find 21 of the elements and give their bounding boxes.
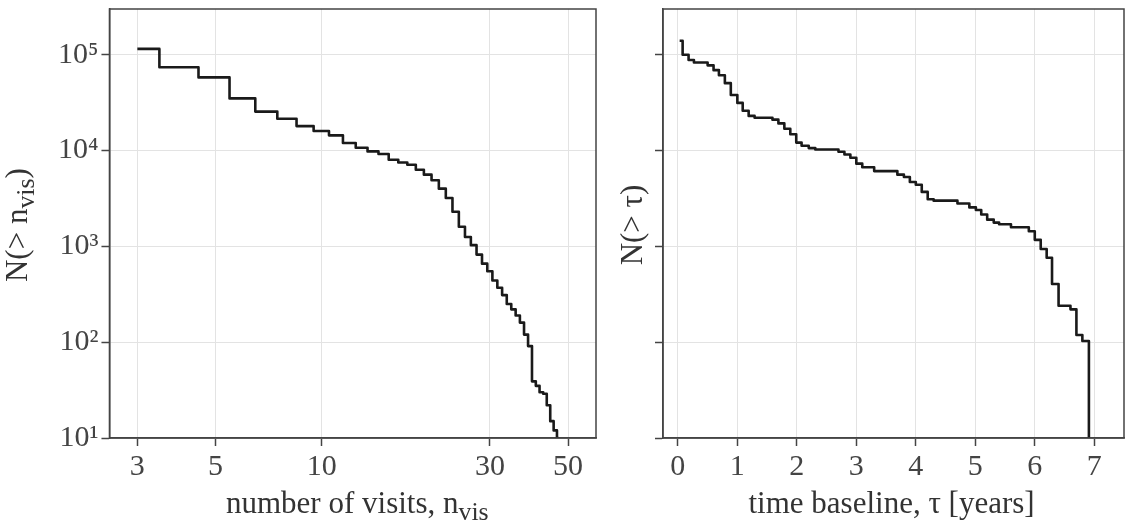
y-tick-label: 10² bbox=[59, 323, 99, 357]
x-tick-label: 1 bbox=[729, 447, 745, 481]
y-tick-label: 10⁴ bbox=[57, 131, 99, 165]
x-tick-label: 3 bbox=[848, 447, 864, 481]
x-tick-label: 5 bbox=[208, 447, 224, 481]
x-tick-label: 10 bbox=[306, 447, 337, 481]
y-tick-label: 10³ bbox=[59, 227, 99, 261]
x-tick-label: 4 bbox=[908, 447, 924, 481]
x-tick-label: 6 bbox=[1027, 447, 1043, 481]
x-tick-label: 30 bbox=[474, 447, 505, 481]
y-tick-label: 10⁵ bbox=[57, 35, 99, 69]
x-tick-label: 2 bbox=[789, 447, 805, 481]
x-tick-label: 5 bbox=[967, 447, 983, 481]
x-tick-label: 3 bbox=[129, 447, 145, 481]
x-tick-label: 7 bbox=[1086, 447, 1102, 481]
x-axis-title: number of visits, n$_{vis}$ bbox=[226, 485, 489, 528]
y-axis-title: N(> τ) bbox=[613, 184, 650, 266]
y-tick-label: 10¹ bbox=[59, 418, 99, 452]
x-tick-label: 0 bbox=[670, 447, 686, 481]
x-axis-title: time baseline, τ [years] bbox=[748, 485, 1035, 521]
x-tick-label: 50 bbox=[553, 447, 584, 481]
